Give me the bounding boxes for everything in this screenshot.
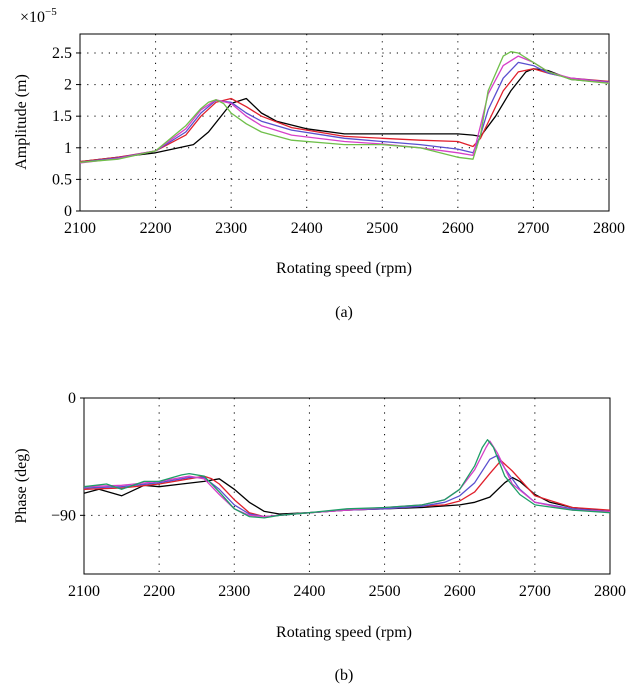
exponent-base-a: ×10 bbox=[20, 9, 45, 26]
exponent-label-a: ×10−5 bbox=[20, 6, 57, 26]
y-tick-label: 0 bbox=[68, 390, 76, 407]
panel-label-b: (b) bbox=[335, 667, 354, 684]
x-tick-label: 2400 bbox=[291, 220, 323, 237]
y-tick-label: 0 bbox=[64, 203, 72, 220]
x-axis-label-a: Rotating speed (rpm) bbox=[276, 260, 412, 277]
gridlines-b bbox=[84, 398, 610, 574]
series-a bbox=[79, 51, 610, 164]
y-axis-label-b: Phase (deg) bbox=[13, 448, 30, 523]
x-tick-label: 2300 bbox=[215, 220, 247, 237]
phase-chart: 2100 2200 2300 2400 2500 2600 2700 2800 0 −90 Pha… bbox=[13, 390, 626, 684]
y-tick-label: −90 bbox=[51, 507, 76, 524]
x-tick-label: 2800 bbox=[593, 220, 625, 237]
y-tick-label: 2.5 bbox=[52, 45, 72, 62]
y-tick-label: 2 bbox=[64, 77, 72, 94]
x-tick-label: 2500 bbox=[369, 583, 401, 600]
x-tick-label: 2200 bbox=[140, 220, 172, 237]
series-line-b-4 bbox=[83, 440, 611, 518]
plot-frame-a bbox=[79, 33, 610, 212]
y-tick-label: 0.5 bbox=[52, 171, 72, 188]
series-line-a-2 bbox=[79, 68, 610, 163]
series-b bbox=[83, 439, 611, 519]
x-tick-label: 2700 bbox=[517, 220, 549, 237]
x-tick-label: 2200 bbox=[143, 583, 175, 600]
x-tick-label: 2400 bbox=[293, 583, 325, 600]
x-tick-label: 2100 bbox=[64, 220, 96, 237]
series-line-a-3 bbox=[79, 61, 610, 163]
x-axis-label-b: Rotating speed (rpm) bbox=[276, 624, 412, 641]
series-line-a-1 bbox=[79, 68, 610, 163]
series-line-b-5 bbox=[83, 439, 611, 519]
y-tick-label: 1.5 bbox=[52, 108, 72, 125]
ticks-b: 2100 2200 2300 2400 2500 2600 2700 2800 0 −90 bbox=[51, 390, 626, 600]
ticks-a: 2100 2200 2300 2400 2500 2600 2700 2800 0 0.5 1 1.5… bbox=[52, 45, 625, 237]
x-tick-label: 2800 bbox=[594, 583, 626, 600]
x-tick-label: 2600 bbox=[442, 220, 474, 237]
panel-label-a: (a) bbox=[335, 304, 353, 321]
amplitude-chart: 2100 2200 2300 2400 2500 2600 2700 2800 0 0.5 1 1.5… bbox=[13, 6, 625, 321]
series-line-a-5 bbox=[79, 51, 610, 163]
x-tick-label: 2300 bbox=[218, 583, 250, 600]
x-tick-label: 2500 bbox=[366, 220, 398, 237]
plot-frame-b bbox=[83, 397, 611, 575]
exponent-power-a: −5 bbox=[45, 6, 57, 18]
x-tick-label: 2100 bbox=[68, 583, 100, 600]
x-tick-label: 2600 bbox=[444, 583, 476, 600]
y-axis-label-a: Amplitude (m) bbox=[13, 74, 30, 170]
y-tick-label: 1 bbox=[64, 140, 72, 157]
x-tick-label: 2700 bbox=[519, 583, 551, 600]
gridlines-a bbox=[80, 34, 609, 211]
